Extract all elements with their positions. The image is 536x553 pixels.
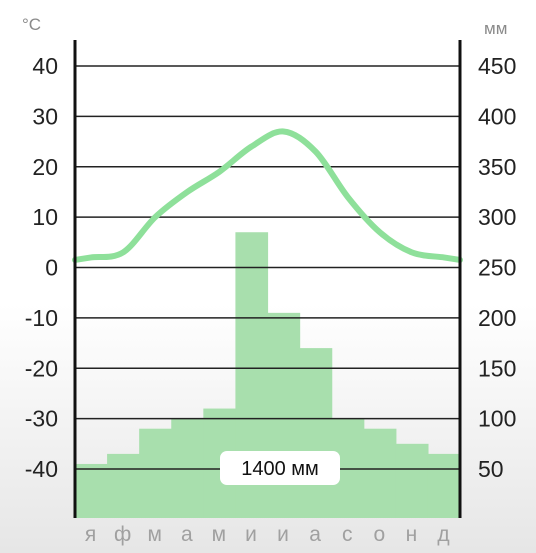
month-label-8: а	[309, 523, 322, 546]
month-label-10: о	[373, 523, 386, 546]
right-tick-1: 450	[478, 53, 516, 79]
precip-bar-8	[299, 348, 333, 518]
right-tick-6: 200	[478, 305, 516, 331]
left-tick-6: -10	[25, 305, 58, 331]
left-tick-7: -20	[25, 355, 58, 381]
month-label-12: д	[437, 523, 450, 546]
precip-bar-11	[395, 443, 429, 518]
precip-bar-7	[267, 312, 301, 518]
left-tick-3: 20	[32, 154, 58, 180]
precip-bar-2	[107, 453, 140, 518]
left-tick-9: -40	[25, 456, 58, 482]
right-axis-ticks: 450 400 350 300 250 200 150 100 50	[478, 53, 516, 482]
right-tick-5: 250	[478, 255, 516, 281]
month-label-6: и	[245, 523, 258, 546]
precip-bar-12	[427, 453, 461, 518]
left-tick-5: 0	[45, 255, 58, 281]
left-axis-unit: °C	[22, 15, 41, 34]
right-tick-9: 50	[478, 456, 504, 482]
right-tick-3: 350	[478, 154, 516, 180]
month-label-5: м	[212, 523, 227, 546]
right-tick-8: 100	[478, 406, 516, 432]
month-label-4: а	[181, 523, 194, 546]
temperature-line	[72, 128, 463, 263]
month-label-2: ф	[114, 523, 132, 546]
precip-bar-10	[363, 428, 397, 518]
right-tick-7: 150	[478, 355, 516, 381]
month-label-9: с	[342, 523, 354, 546]
left-tick-2: 30	[32, 103, 58, 129]
total-precipitation-box	[220, 451, 340, 485]
month-label-7: и	[277, 523, 290, 546]
month-label-11: н	[406, 523, 419, 546]
total-precipitation-badge: 1400 мм	[220, 451, 340, 485]
right-axis-unit: мм	[484, 19, 507, 38]
left-tick-8: -30	[25, 406, 58, 432]
left-axis-ticks: 40 30 20 10 0 -10 -20 -30 -40	[25, 53, 58, 482]
month-label-1: я	[85, 523, 97, 546]
month-label-3: м	[147, 523, 162, 546]
right-tick-2: 400	[478, 103, 516, 129]
left-tick-1: 40	[32, 53, 58, 79]
precip-bar-3	[139, 428, 172, 518]
precip-bar-1	[75, 463, 108, 518]
right-tick-4: 300	[478, 204, 516, 230]
total-precipitation-label: 1400 мм	[241, 458, 319, 480]
left-tick-4: 10	[32, 204, 58, 230]
